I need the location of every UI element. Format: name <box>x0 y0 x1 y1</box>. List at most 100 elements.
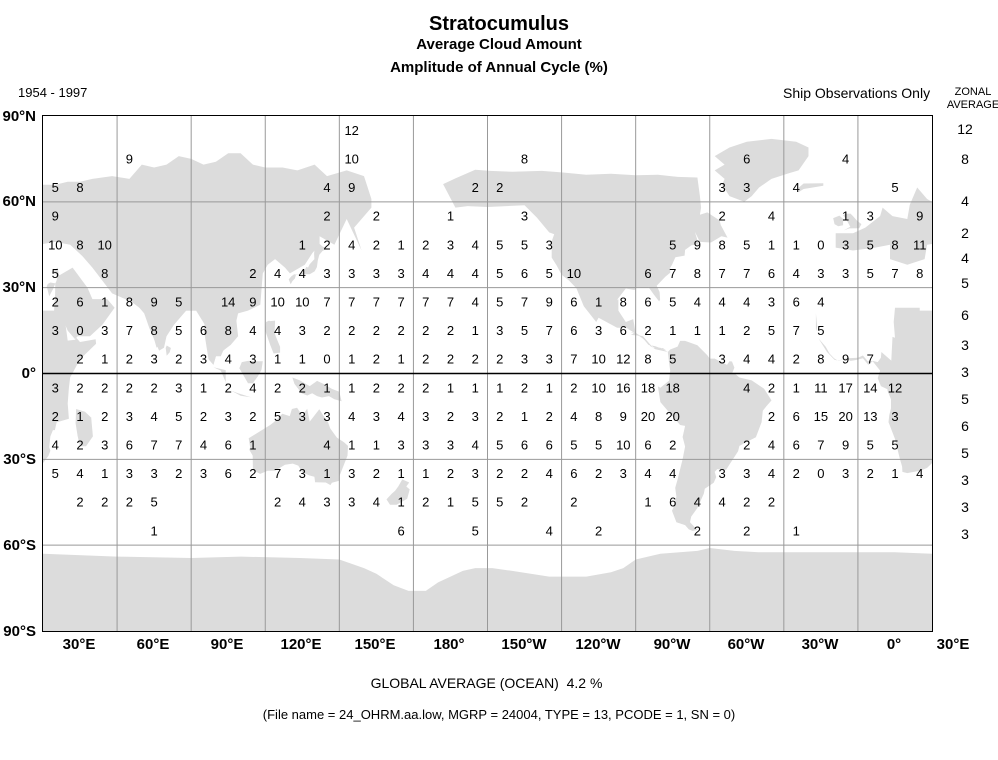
svg-text:3: 3 <box>620 466 627 481</box>
svg-text:4: 4 <box>743 352 750 367</box>
svg-text:5: 5 <box>570 438 577 453</box>
svg-text:2: 2 <box>249 466 256 481</box>
svg-text:2: 2 <box>743 523 750 538</box>
svg-text:4: 4 <box>669 466 676 481</box>
svg-text:4: 4 <box>768 352 775 367</box>
svg-text:8: 8 <box>521 151 528 166</box>
svg-text:2: 2 <box>422 323 429 338</box>
svg-text:5: 5 <box>521 237 528 252</box>
svg-text:3: 3 <box>323 266 330 281</box>
svg-text:7: 7 <box>570 352 577 367</box>
svg-text:2: 2 <box>299 380 306 395</box>
svg-text:6: 6 <box>644 266 651 281</box>
svg-text:5: 5 <box>52 466 59 481</box>
svg-text:2: 2 <box>274 380 281 395</box>
svg-text:4: 4 <box>472 295 479 310</box>
svg-text:2: 2 <box>521 380 528 395</box>
svg-text:4: 4 <box>817 295 824 310</box>
svg-text:10: 10 <box>567 266 581 281</box>
svg-text:3: 3 <box>126 466 133 481</box>
svg-text:3: 3 <box>842 466 849 481</box>
svg-text:5: 5 <box>669 352 676 367</box>
svg-text:5: 5 <box>52 180 59 195</box>
svg-text:1: 1 <box>299 352 306 367</box>
svg-text:1: 1 <box>299 237 306 252</box>
svg-text:2: 2 <box>768 409 775 424</box>
svg-text:4: 4 <box>546 523 553 538</box>
svg-text:3: 3 <box>373 266 380 281</box>
svg-text:3: 3 <box>323 495 330 510</box>
svg-text:2: 2 <box>373 323 380 338</box>
svg-text:6: 6 <box>126 438 133 453</box>
svg-text:4: 4 <box>348 237 355 252</box>
svg-text:6: 6 <box>225 438 232 453</box>
svg-text:9: 9 <box>348 180 355 195</box>
svg-text:14: 14 <box>221 295 235 310</box>
svg-text:8: 8 <box>225 323 232 338</box>
svg-text:3: 3 <box>373 409 380 424</box>
svg-text:3: 3 <box>743 180 750 195</box>
svg-text:7: 7 <box>817 438 824 453</box>
svg-text:5: 5 <box>891 438 898 453</box>
svg-text:6: 6 <box>669 495 676 510</box>
svg-text:6: 6 <box>570 323 577 338</box>
svg-text:2: 2 <box>126 352 133 367</box>
svg-text:1: 1 <box>348 438 355 453</box>
svg-text:1: 1 <box>718 323 725 338</box>
svg-text:5: 5 <box>496 495 503 510</box>
svg-text:2: 2 <box>422 352 429 367</box>
svg-text:8: 8 <box>891 237 898 252</box>
svg-text:5: 5 <box>496 295 503 310</box>
svg-text:8: 8 <box>150 323 157 338</box>
svg-text:1: 1 <box>348 380 355 395</box>
svg-text:3: 3 <box>496 323 503 338</box>
svg-text:4: 4 <box>718 495 725 510</box>
svg-text:1: 1 <box>323 466 330 481</box>
svg-text:1: 1 <box>422 466 429 481</box>
svg-text:8: 8 <box>644 352 651 367</box>
svg-text:1: 1 <box>447 380 454 395</box>
svg-text:5: 5 <box>743 237 750 252</box>
svg-text:2: 2 <box>397 323 404 338</box>
svg-text:2: 2 <box>348 323 355 338</box>
svg-text:7: 7 <box>521 295 528 310</box>
svg-text:3: 3 <box>200 466 207 481</box>
svg-text:2: 2 <box>496 180 503 195</box>
svg-text:10: 10 <box>591 380 605 395</box>
svg-text:3: 3 <box>299 323 306 338</box>
svg-text:3: 3 <box>521 352 528 367</box>
svg-text:7: 7 <box>718 266 725 281</box>
svg-text:6: 6 <box>793 409 800 424</box>
svg-text:0: 0 <box>817 237 824 252</box>
svg-text:3: 3 <box>52 380 59 395</box>
svg-text:2: 2 <box>496 409 503 424</box>
svg-text:2: 2 <box>76 438 83 453</box>
svg-text:3: 3 <box>842 237 849 252</box>
svg-text:3: 3 <box>126 409 133 424</box>
svg-text:6: 6 <box>397 523 404 538</box>
svg-text:2: 2 <box>101 409 108 424</box>
svg-text:1: 1 <box>472 380 479 395</box>
svg-text:2: 2 <box>768 380 775 395</box>
svg-text:16: 16 <box>616 380 630 395</box>
svg-text:1: 1 <box>397 466 404 481</box>
svg-text:2: 2 <box>101 380 108 395</box>
svg-text:3: 3 <box>397 266 404 281</box>
svg-text:12: 12 <box>888 380 902 395</box>
svg-text:4: 4 <box>150 409 157 424</box>
svg-text:9: 9 <box>620 409 627 424</box>
svg-text:12: 12 <box>344 123 358 138</box>
svg-text:2: 2 <box>570 495 577 510</box>
svg-text:5: 5 <box>150 495 157 510</box>
svg-text:6: 6 <box>570 295 577 310</box>
svg-text:3: 3 <box>175 380 182 395</box>
svg-text:3: 3 <box>249 352 256 367</box>
svg-text:2: 2 <box>150 380 157 395</box>
svg-text:7: 7 <box>867 352 874 367</box>
svg-text:8: 8 <box>101 266 108 281</box>
svg-text:2: 2 <box>200 409 207 424</box>
svg-text:4: 4 <box>472 266 479 281</box>
svg-text:1: 1 <box>521 409 528 424</box>
svg-text:3: 3 <box>422 409 429 424</box>
svg-text:6: 6 <box>644 438 651 453</box>
